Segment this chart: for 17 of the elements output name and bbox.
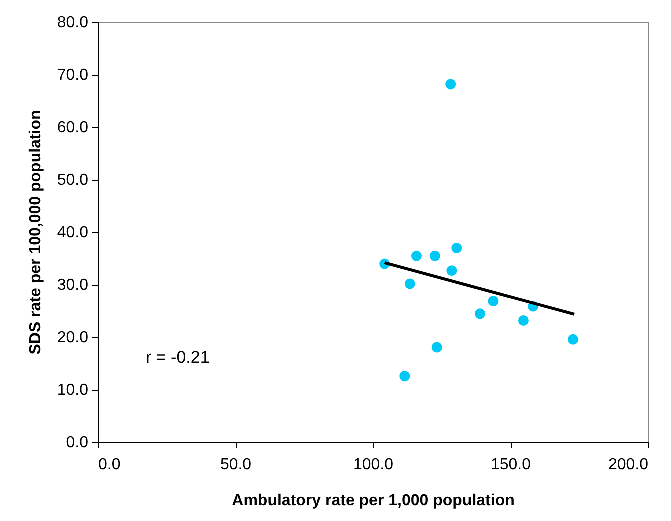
annotation: r = -0.21 (146, 348, 210, 367)
y-tick-label: 0.0 (66, 434, 89, 452)
x-tick-label: 150.0 (490, 456, 532, 474)
y-tick-label: 30.0 (57, 277, 89, 294)
y-axis-title: SDS rate per 100,000 population (27, 110, 44, 355)
y-tick-label: 40.0 (57, 224, 89, 242)
x-tick-label: 200.0 (608, 456, 649, 474)
x-axis-title: Ambulatory rate per 1,000 population (232, 492, 515, 510)
y-tick-label: 10.0 (57, 382, 89, 399)
y-tick-label: 50.0 (57, 172, 89, 189)
y-tick-label: 20.0 (57, 330, 89, 346)
y-tick-label: 70.0 (57, 67, 89, 84)
y-tick-label: 60.0 (57, 120, 89, 136)
y-tick-label: 80.0 (57, 14, 89, 32)
x-tick-label: 50.0 (220, 456, 252, 474)
x-tick-label: 100.0 (353, 456, 394, 474)
x-tick-label: 0.0 (98, 456, 121, 474)
